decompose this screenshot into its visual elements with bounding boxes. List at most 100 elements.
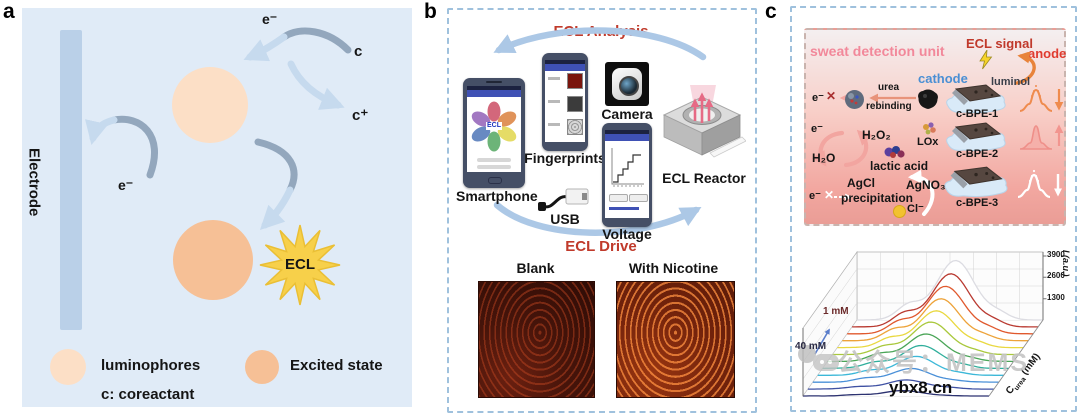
blank-fingerprint-image [478,281,595,398]
camera [605,62,649,106]
electron-top-label: e⁻ [262,11,278,27]
agcl-label: AgCl [847,176,875,190]
legend-excited-swatch [245,350,279,384]
voltage-status-text [609,207,639,210]
smartphone: ECL [463,78,525,188]
carbon-cathode-blob [918,89,938,109]
dark-image-swatch [567,96,583,112]
row3-blocked-x: ✕ [824,188,835,202]
ytick-3900: 3900 [1047,250,1065,259]
with-nicotine-label: With Nicotine [628,260,719,276]
ecl-starburst [259,224,341,306]
chloride-ion-dot [893,205,906,218]
ecl-reactor-label: ECL Reactor [662,170,746,186]
fingerprint-flower: ECL [467,97,521,155]
row1-blocked-x: ✕ [826,89,837,103]
ytick-1300: 1300 [1047,293,1065,302]
h2o2-cycle-arrows [812,129,873,168]
panel-b-cycle-arrows-graphic [493,27,707,236]
panel-b-border [447,8,757,413]
cathode-label: cathode [918,71,968,86]
sweat-unit-title: sweat detection unit [810,43,945,59]
voltage-button-2 [629,194,648,202]
fingerprints-statusbar [545,60,585,64]
panel-c-border [790,6,1077,412]
fingerprints-screen [545,60,585,142]
rebinding-label: rebinding [866,101,912,112]
panel-b-label: b [424,0,437,23]
anode-label: anode [1028,46,1067,61]
electrode-label: Electrode [25,148,43,217]
smartphone-screen: ECL [467,86,521,172]
voltage-phone [602,123,652,227]
luminol-label: luminol [991,76,1031,88]
c-bpe-3-device [944,166,1008,198]
smartphone-statusbar [467,86,521,90]
nicotine-fingerprint-image [616,281,735,398]
c-bpe-1-device [946,84,1006,114]
lactic-acid-molecule-icon [884,146,905,158]
waterfall-series-35mM [807,379,994,390]
luminol-to-anode-arrow [1015,52,1036,85]
h2o-label: H₂O [812,151,836,165]
urea-label: urea [878,82,900,93]
electrode-bar [60,30,82,330]
wechat-watermark-icon [798,345,839,371]
ytick-2600: 2600 [1047,271,1065,280]
c-bpe-3-label: c-BPE-3 [956,197,999,209]
legend-excited-state-label: Excited state [290,357,383,374]
row3-blocked-arrow [834,193,853,201]
list-text-2 [548,100,560,103]
ecl-signal-label: ECL signal [966,36,1033,51]
legend-coreactant-label: c: coreactant [101,386,195,403]
social-watermark: 公众号：MEMS [838,349,1030,377]
list-text-1 [548,77,560,80]
row2-signal-increase-icon [1019,124,1064,150]
legend-luminophore-swatch [50,349,86,385]
app-name-label: ECL [486,122,502,130]
camera-label: Camera [601,106,653,122]
chloride-label: Cl⁻ [907,203,924,215]
panel-a-label: a [3,0,15,23]
lactic-acid-label: lactic acid [870,159,929,173]
site-watermark: ybx8.cn [889,378,953,397]
list-text-3 [548,123,560,126]
fingerprints-appbar [545,64,585,71]
row1-signal-decrease-icon [1019,85,1064,112]
smartphone-home-button [488,177,502,184]
usb-label: USB [550,211,580,227]
precipitation-label: precipitation [841,191,914,205]
fingerprints-phone [542,53,588,151]
voltage-screen [605,130,649,218]
usb-cable [538,188,589,211]
c-bpe-2-device [946,122,1006,152]
row1-electron-label: e⁻ [812,92,824,104]
ecl-reactor [662,85,746,158]
waterfall-series-40mM [803,389,989,397]
fingerprint-pattern-swatch [567,119,583,135]
lightning-icon [979,50,993,70]
back-series-label: 1 mM [823,306,849,317]
lox-enzyme-icon [923,122,936,135]
panel-c-label: c [765,0,777,23]
voltage-step-chart [611,148,644,187]
waterfall-series-30mM [812,367,999,383]
smartphone-button-2 [477,165,511,169]
h2o2-label: H₂O₂ [862,128,891,142]
voltage-label: Voltage [602,226,652,242]
smartphone-appbar [467,90,521,97]
ecl-drive-title: ECL Drive [565,238,637,255]
row3-electron-label: e⁻ [809,190,821,202]
fingerprints-label: Fingerprints [524,150,606,166]
blank-label: Blank [516,260,555,276]
waterfall-chart [798,250,1047,398]
electron-left-label: e⁻ [118,177,134,193]
lox-label: LOx [917,136,939,148]
urea-rebinding-arrow [869,93,916,103]
row3-signal-decrease-icon [1017,169,1063,199]
voltage-statusbar [605,130,649,134]
ecl-star-label: ECL [285,256,315,273]
mip-particle-icon [845,90,864,109]
c-bpe-2-label: c-BPE-2 [956,148,999,160]
